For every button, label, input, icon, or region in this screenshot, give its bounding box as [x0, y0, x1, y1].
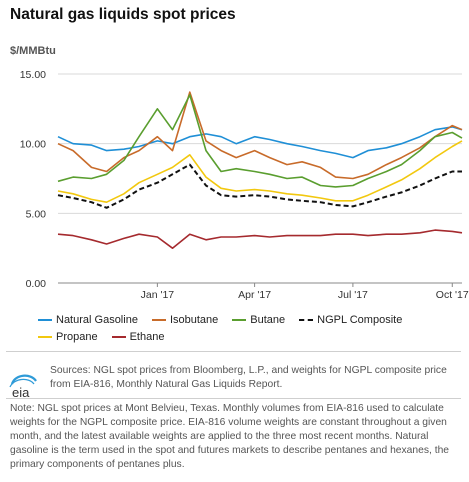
legend-swatch	[111, 335, 126, 338]
x-tick-label: Jul '17	[338, 289, 368, 301]
legend-item: NGPL Composite	[299, 314, 402, 326]
y-tick-label: 5.00	[26, 208, 47, 220]
legend-label: Natural Gasoline	[56, 313, 138, 326]
x-tick-label: Apr '17	[238, 289, 271, 301]
legend-item: Propane	[38, 331, 98, 343]
series-line-butane	[57, 94, 463, 188]
note-text: Note: NGL spot prices at Mont Belvieu, T…	[10, 403, 450, 470]
legend-label: Isobutane	[169, 313, 219, 326]
legend-row: Propane Ethane	[38, 328, 458, 345]
legend-item: Natural Gasoline	[38, 314, 138, 326]
logo-wordmark: eia	[12, 385, 30, 400]
chart-title: Natural gas liquids spot prices	[10, 6, 236, 23]
legend-label: NGPL Composite	[317, 313, 403, 326]
y-tick-label: 15.00	[20, 69, 46, 81]
legend-item: Ethane	[111, 330, 165, 343]
x-tick-label: Jan '17	[141, 289, 175, 301]
divider	[6, 398, 461, 399]
chart-plot: 0.00 5.00 10.00 15.00 Jan '17 Apr '17 Jul '17 O…	[20, 69, 469, 301]
legend-swatch	[38, 318, 52, 321]
y-axis-unit-label: $/MMBtu	[10, 45, 56, 57]
legend-row: Natural Gasoline Isobutane Butane NGPL Comp…	[38, 311, 458, 328]
legend-label: Propane	[56, 330, 98, 343]
series-line-ngpl-composite	[57, 163, 462, 209]
eia-logo: eia	[9, 374, 37, 400]
y-tick-label: 10.00	[20, 139, 46, 151]
y-tick-label: 0.00	[26, 278, 47, 290]
series-line-ethane	[57, 229, 463, 249]
x-tick-label: Oct '17	[436, 289, 469, 301]
legend-item: Isobutane	[151, 313, 219, 326]
divider	[6, 351, 461, 352]
chart-legend: Natural Gasoline Isobutane Butane NGPL Comp…	[38, 311, 458, 345]
series-line-propane	[57, 140, 463, 203]
legend-swatch	[232, 318, 247, 321]
sources-text: Sources: NGL spot prices from Bloomberg,…	[50, 365, 447, 390]
series-line-natural-gasoline	[57, 126, 463, 159]
legend-label: Butane	[250, 313, 286, 326]
legend-label: Ethane	[129, 330, 165, 343]
legend-swatch	[299, 318, 314, 321]
legend-swatch	[151, 318, 166, 321]
legend-item: Butane	[232, 314, 285, 326]
legend-swatch	[38, 335, 52, 338]
